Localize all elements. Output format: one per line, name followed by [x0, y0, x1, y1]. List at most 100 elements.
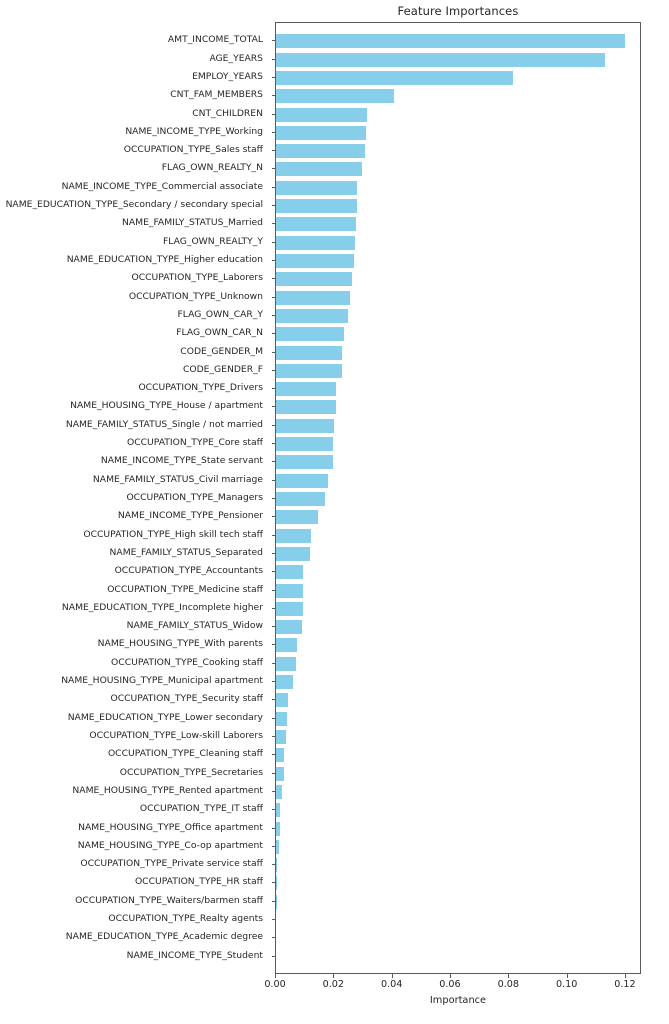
bar-row	[276, 601, 642, 616]
bar	[276, 693, 289, 708]
bars-layer	[276, 23, 640, 973]
bar-row	[276, 235, 642, 250]
y-tick-mark	[271, 900, 275, 902]
bar-row	[276, 858, 642, 873]
y-tick-label: NAME_INCOME_TYPE_Pensioner	[117, 510, 263, 522]
bar	[276, 748, 285, 763]
chart-title: Feature Importances	[397, 4, 519, 18]
bar-row	[276, 89, 642, 104]
bar	[276, 345, 343, 360]
x-tick-label: 0.02	[322, 979, 344, 990]
y-tick-label: EMPLOY_YEARS	[192, 70, 263, 82]
y-tick-label: NAME_EDUCATION_TYPE_Secondary / secondar…	[5, 199, 263, 211]
y-tick-mark	[271, 388, 275, 390]
bar-row	[276, 254, 642, 268]
bar	[276, 730, 286, 744]
y-tick-label: OCCUPATION_TYPE_HR staff	[134, 876, 263, 888]
bar-row	[276, 144, 642, 159]
bar	[276, 400, 337, 415]
y-tick-label: OCCUPATION_TYPE_Unknown	[128, 290, 263, 302]
bar	[276, 711, 288, 726]
bar-row	[276, 510, 642, 525]
y-tick-mark	[271, 241, 275, 243]
bar-row	[276, 950, 642, 964]
bar-row	[276, 34, 642, 49]
bar-row	[276, 290, 642, 305]
y-tick-mark	[271, 571, 275, 573]
bar	[276, 473, 328, 488]
y-tick-mark	[271, 58, 275, 60]
y-tick-label: OCCUPATION_TYPE_Low-skill Laborers	[89, 730, 263, 741]
bar-row	[276, 876, 642, 891]
y-tick-label: CODE_GENDER_F	[182, 363, 263, 375]
y-tick-label: OCCUPATION_TYPE_Medicine staff	[107, 583, 263, 595]
x-tick-label: 0.04	[380, 979, 403, 990]
bar	[276, 601, 303, 616]
bar-row	[276, 656, 642, 671]
bar	[276, 144, 365, 159]
y-tick-label: OCCUPATION_TYPE_Security staff	[110, 693, 264, 705]
bar	[276, 52, 605, 67]
y-tick-mark	[271, 278, 275, 280]
y-tick-mark	[271, 205, 275, 207]
bar	[276, 583, 303, 598]
bar	[276, 821, 280, 836]
y-tick-label: NAME_FAMILY_STATUS_Separated	[109, 546, 263, 558]
y-tick-label: FLAG_OWN_CAR_Y	[177, 308, 263, 320]
bar-row	[276, 821, 642, 836]
y-tick-label: OCCUPATION_TYPE_Secretaries	[119, 766, 263, 778]
y-tick-mark	[271, 790, 275, 792]
bar-row	[276, 345, 642, 360]
y-tick-mark	[271, 76, 275, 78]
y-tick-label: NAME_FAMILY_STATUS_Widow	[126, 620, 263, 632]
y-tick-label: NAME_EDUCATION_TYPE_Higher education	[66, 254, 263, 265]
y-tick-label: OCCUPATION_TYPE_Laborers	[131, 272, 264, 284]
bar-row	[276, 528, 642, 543]
y-tick-label: NAME_HOUSING_TYPE_Rented apartment	[72, 784, 263, 796]
y-tick-label: NAME_INCOME_TYPE_Working	[125, 125, 263, 137]
y-tick-mark	[271, 516, 275, 518]
y-tick-label: NAME_FAMILY_STATUS_Civil marriage	[92, 473, 263, 485]
bar	[276, 382, 337, 397]
y-tick-mark	[271, 498, 275, 499]
bar-row	[276, 327, 642, 342]
bar	[276, 327, 344, 342]
y-tick-mark	[271, 626, 275, 628]
bar	[276, 784, 283, 799]
bar-row	[276, 418, 642, 433]
y-tick-mark	[271, 186, 275, 188]
x-tick-label: 0.06	[439, 979, 461, 990]
bar-row	[276, 180, 642, 195]
y-axis-tick-labels: AMT_INCOME_TOTAL AGE_YEARS EMPLOY_YEARS CNT…	[0, 22, 270, 974]
y-tick-label: NAME_INCOME_TYPE_Commercial associate	[61, 180, 263, 192]
y-tick-mark	[271, 314, 275, 316]
bar	[276, 565, 304, 580]
y-tick-mark	[271, 443, 275, 445]
y-tick-label: NAME_FAMILY_STATUS_Single / not married	[65, 418, 263, 430]
y-tick-mark	[271, 369, 275, 371]
bar	[276, 638, 297, 653]
bar	[276, 656, 296, 671]
bar-row	[276, 565, 642, 580]
bar	[276, 803, 281, 818]
y-tick-mark	[271, 937, 275, 939]
bar	[276, 235, 356, 250]
bar-row	[276, 272, 642, 287]
y-tick-label: NAME_HOUSING_TYPE_Office apartment	[78, 821, 263, 833]
bar	[276, 199, 357, 214]
bar-row	[276, 693, 642, 708]
bar-row	[276, 894, 642, 909]
y-tick-mark	[271, 845, 275, 847]
y-tick-mark	[271, 424, 275, 426]
x-tick-mark	[391, 974, 393, 978]
x-tick-label: 0.12	[614, 979, 636, 990]
x-tick-label: 0.00	[264, 979, 286, 990]
y-tick-mark	[271, 955, 275, 957]
bar-row	[276, 400, 642, 415]
y-tick-label: CNT_CHILDREN	[192, 107, 263, 119]
y-tick-mark	[271, 699, 275, 701]
x-tick-label: 0.10	[555, 979, 578, 990]
bar	[276, 437, 334, 452]
bar	[276, 125, 367, 140]
